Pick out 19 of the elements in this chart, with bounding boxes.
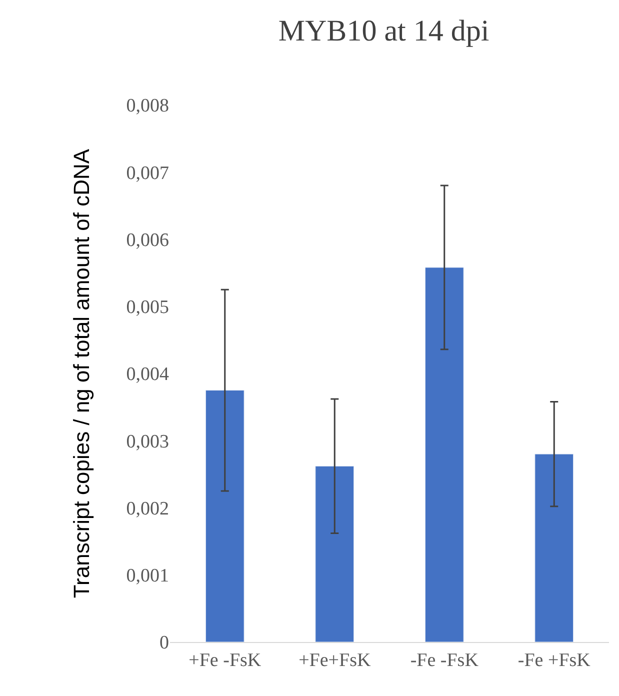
- x-tick-label: -Fe -FsK: [410, 650, 479, 671]
- y-axis-title: Transcript copies / ng of total amount of cDNA: [69, 148, 94, 598]
- bar: [205, 390, 244, 642]
- y-tick-label: 0,004: [126, 364, 170, 386]
- bar: [534, 454, 574, 642]
- x-tick-label: -Fe +FsK: [518, 650, 591, 671]
- y-tick-label: 0: [160, 632, 169, 654]
- x-tick-label: +Fe -FsK: [188, 650, 262, 671]
- bar: [315, 466, 354, 642]
- y-tick-label: 0,001: [126, 566, 169, 587]
- chart-title: MYB10 at 14 dpi: [278, 14, 490, 48]
- y-tick-label: 0,005: [126, 297, 169, 318]
- y-tick-label: 0,006: [126, 230, 169, 251]
- y-tick-label: 0,008: [126, 96, 169, 117]
- y-tick-label: 0,002: [126, 498, 169, 520]
- bar: [424, 267, 464, 642]
- y-tick-label: 0,003: [126, 431, 169, 452]
- y-tick-label: 0,007: [126, 162, 169, 184]
- x-tick-label: +Fe+FsK: [298, 650, 371, 671]
